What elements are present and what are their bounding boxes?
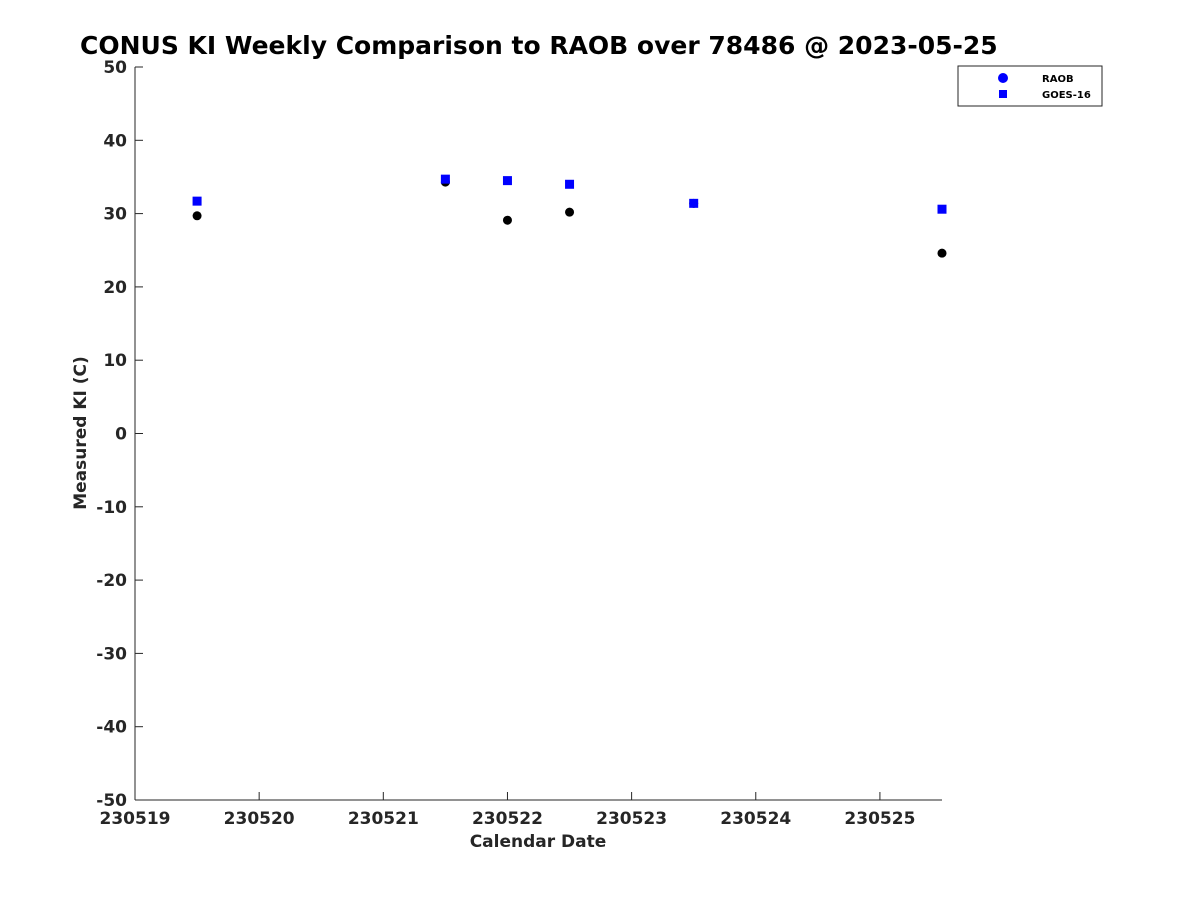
legend-items: RAOB GOES-16 [998, 73, 1091, 101]
y-tick-label: -50 [96, 791, 127, 811]
y-tick-label: -30 [96, 644, 127, 664]
x-tick-label: 230522 [472, 809, 543, 829]
x-tick-label: 230520 [224, 809, 295, 829]
x-tick-label: 230523 [596, 809, 667, 829]
raob-point [192, 211, 202, 221]
chart-title: CONUS KI Weekly Comparison to RAOB over … [80, 31, 998, 60]
x-tick-label: 230521 [348, 809, 419, 829]
goes16-point [565, 179, 575, 189]
goes16-point [440, 174, 450, 184]
y-tick-label: 40 [103, 131, 127, 151]
y-tick-label: -40 [96, 718, 127, 738]
legend-box [957, 65, 1103, 107]
y-tick-label: -10 [96, 498, 127, 518]
data-points [192, 174, 947, 258]
axes [134, 67, 942, 801]
y-tick-label: 10 [103, 351, 127, 371]
y-ticks: -50 -40 -30 -20 -10 0 10 20 30 40 50 [96, 58, 143, 811]
x-tick-label: 230524 [720, 809, 791, 829]
x-tick-label: 230519 [100, 809, 171, 829]
raob-point [502, 215, 512, 225]
x-axis-label: Calendar Date [470, 832, 607, 852]
legend-marker-square [999, 90, 1007, 98]
legend-label: RAOB [1042, 74, 1074, 85]
legend: RAOB GOES-16 [957, 65, 1103, 107]
x-ticks: 230519 230520 230521 230522 230523 230524 2305… [100, 792, 915, 829]
y-tick-label: 30 [103, 205, 127, 225]
y-axis-label: Measured KI (C) [71, 356, 91, 510]
goes16-point [192, 196, 202, 206]
goes16-point [689, 198, 699, 208]
legend-label: GOES-16 [1042, 90, 1091, 101]
goes16-point [502, 176, 512, 186]
y-tick-label: 20 [103, 278, 127, 298]
legend-marker-circle [998, 73, 1008, 83]
x-tick-label: 230525 [844, 809, 915, 829]
raob-point [937, 248, 947, 258]
goes16-point [937, 204, 947, 214]
raob-point [565, 207, 575, 217]
y-tick-label: 0 [115, 425, 127, 445]
y-tick-label: -20 [96, 571, 127, 591]
y-tick-label: 50 [103, 58, 127, 78]
